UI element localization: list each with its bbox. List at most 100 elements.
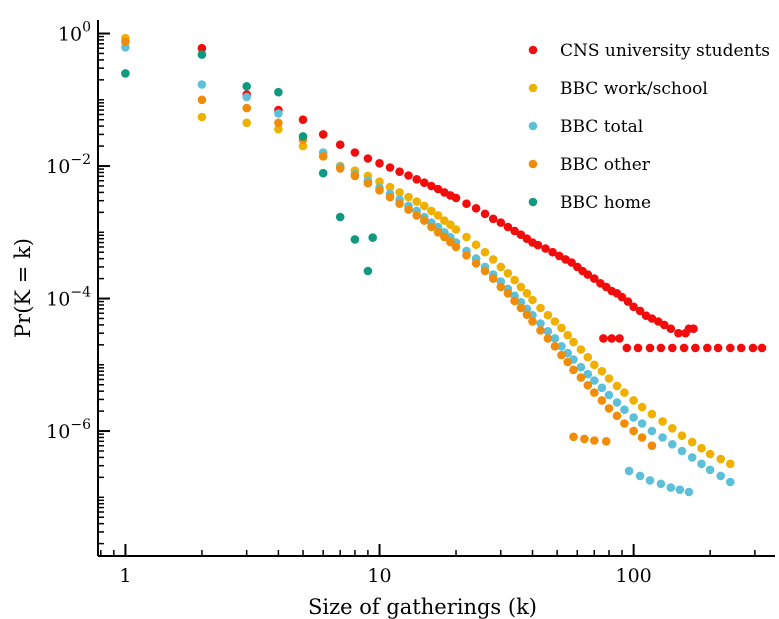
y-tick-label: 10−4 <box>46 285 91 311</box>
data-point <box>590 436 599 445</box>
data-point <box>395 167 404 176</box>
data-point <box>635 306 645 316</box>
data-point <box>446 220 455 229</box>
data-point <box>668 440 677 449</box>
data-point <box>440 216 449 225</box>
data-point <box>666 324 676 334</box>
data-point <box>480 247 490 257</box>
legend-marker <box>528 159 538 169</box>
data-point <box>597 383 607 393</box>
legend-item: BBC other <box>528 155 651 175</box>
data-point <box>197 50 207 59</box>
data-point <box>298 115 308 124</box>
data-point <box>363 154 373 163</box>
data-point <box>548 247 557 257</box>
data-point <box>647 409 657 419</box>
data-point <box>197 43 207 53</box>
data-point <box>599 334 608 343</box>
data-point <box>569 337 578 347</box>
data-point <box>726 459 735 469</box>
data-point <box>318 152 328 161</box>
data-point <box>557 350 566 360</box>
data-point <box>703 343 712 353</box>
major-ticks <box>98 32 635 556</box>
data-point <box>318 130 328 139</box>
x-tick-label: 10 <box>367 565 391 587</box>
data-point <box>488 274 498 283</box>
data-point <box>462 199 471 208</box>
legend-label: CNS university students <box>560 41 770 61</box>
y-axis-title: Pr(K = k) <box>11 238 35 338</box>
legend-label: BBC work/school <box>560 79 708 99</box>
legend-marker <box>528 121 538 131</box>
data-point <box>242 118 251 128</box>
data-point <box>274 118 283 128</box>
series-2 <box>121 43 735 497</box>
data-point <box>668 343 677 353</box>
data-point <box>656 343 666 353</box>
data-point <box>404 205 413 214</box>
data-point <box>677 431 687 441</box>
data-point <box>615 334 624 343</box>
data-point <box>528 295 537 305</box>
data-point <box>697 443 706 453</box>
legend-label: BBC home <box>560 193 651 213</box>
series-4 <box>121 50 378 276</box>
data-point <box>433 184 443 194</box>
legend-marker <box>528 45 538 55</box>
data-point <box>503 289 513 298</box>
data-point <box>580 434 589 444</box>
series-0 <box>197 43 767 353</box>
data-point <box>471 204 481 213</box>
data-point <box>420 178 429 187</box>
axes <box>97 20 775 557</box>
data-point <box>385 163 395 172</box>
data-point <box>629 426 638 436</box>
data-point <box>569 365 578 375</box>
data-point <box>666 483 676 492</box>
data-point <box>503 269 513 278</box>
data-point <box>488 214 498 224</box>
data-point <box>647 441 657 451</box>
legend-marker <box>528 83 538 93</box>
data-point <box>697 459 706 469</box>
data-point <box>446 237 455 247</box>
legend-marker <box>528 197 538 207</box>
data-point <box>583 381 593 390</box>
data-point <box>645 476 655 485</box>
data-point <box>451 193 461 203</box>
data-point <box>583 369 593 379</box>
data-point <box>440 232 449 242</box>
data-point <box>363 178 373 188</box>
data-point <box>563 357 572 367</box>
data-point <box>726 343 735 353</box>
data-point <box>404 171 413 180</box>
data-point <box>427 206 436 216</box>
data-point <box>496 282 506 292</box>
data-point <box>471 240 481 249</box>
data-point <box>620 388 629 397</box>
legend: CNS university students BBC work/school BB… <box>528 41 770 213</box>
legend-item: BBC work/school <box>528 79 708 99</box>
data-point <box>576 345 586 354</box>
data-point <box>637 433 647 442</box>
data-point <box>716 471 725 481</box>
data-point <box>385 192 395 202</box>
data-point <box>318 168 328 178</box>
data-point <box>647 314 657 323</box>
data-point <box>736 343 746 353</box>
series-1 <box>121 33 735 469</box>
data-point <box>604 404 614 413</box>
data-point <box>604 390 614 400</box>
data-point <box>569 432 578 442</box>
data-point <box>427 181 436 191</box>
data-point <box>550 317 560 326</box>
data-point <box>242 82 251 91</box>
data-point <box>624 466 634 476</box>
data-point <box>197 112 207 122</box>
data-point <box>536 303 545 313</box>
data-point <box>629 396 638 405</box>
data-point <box>557 323 566 333</box>
data-point <box>350 235 360 244</box>
